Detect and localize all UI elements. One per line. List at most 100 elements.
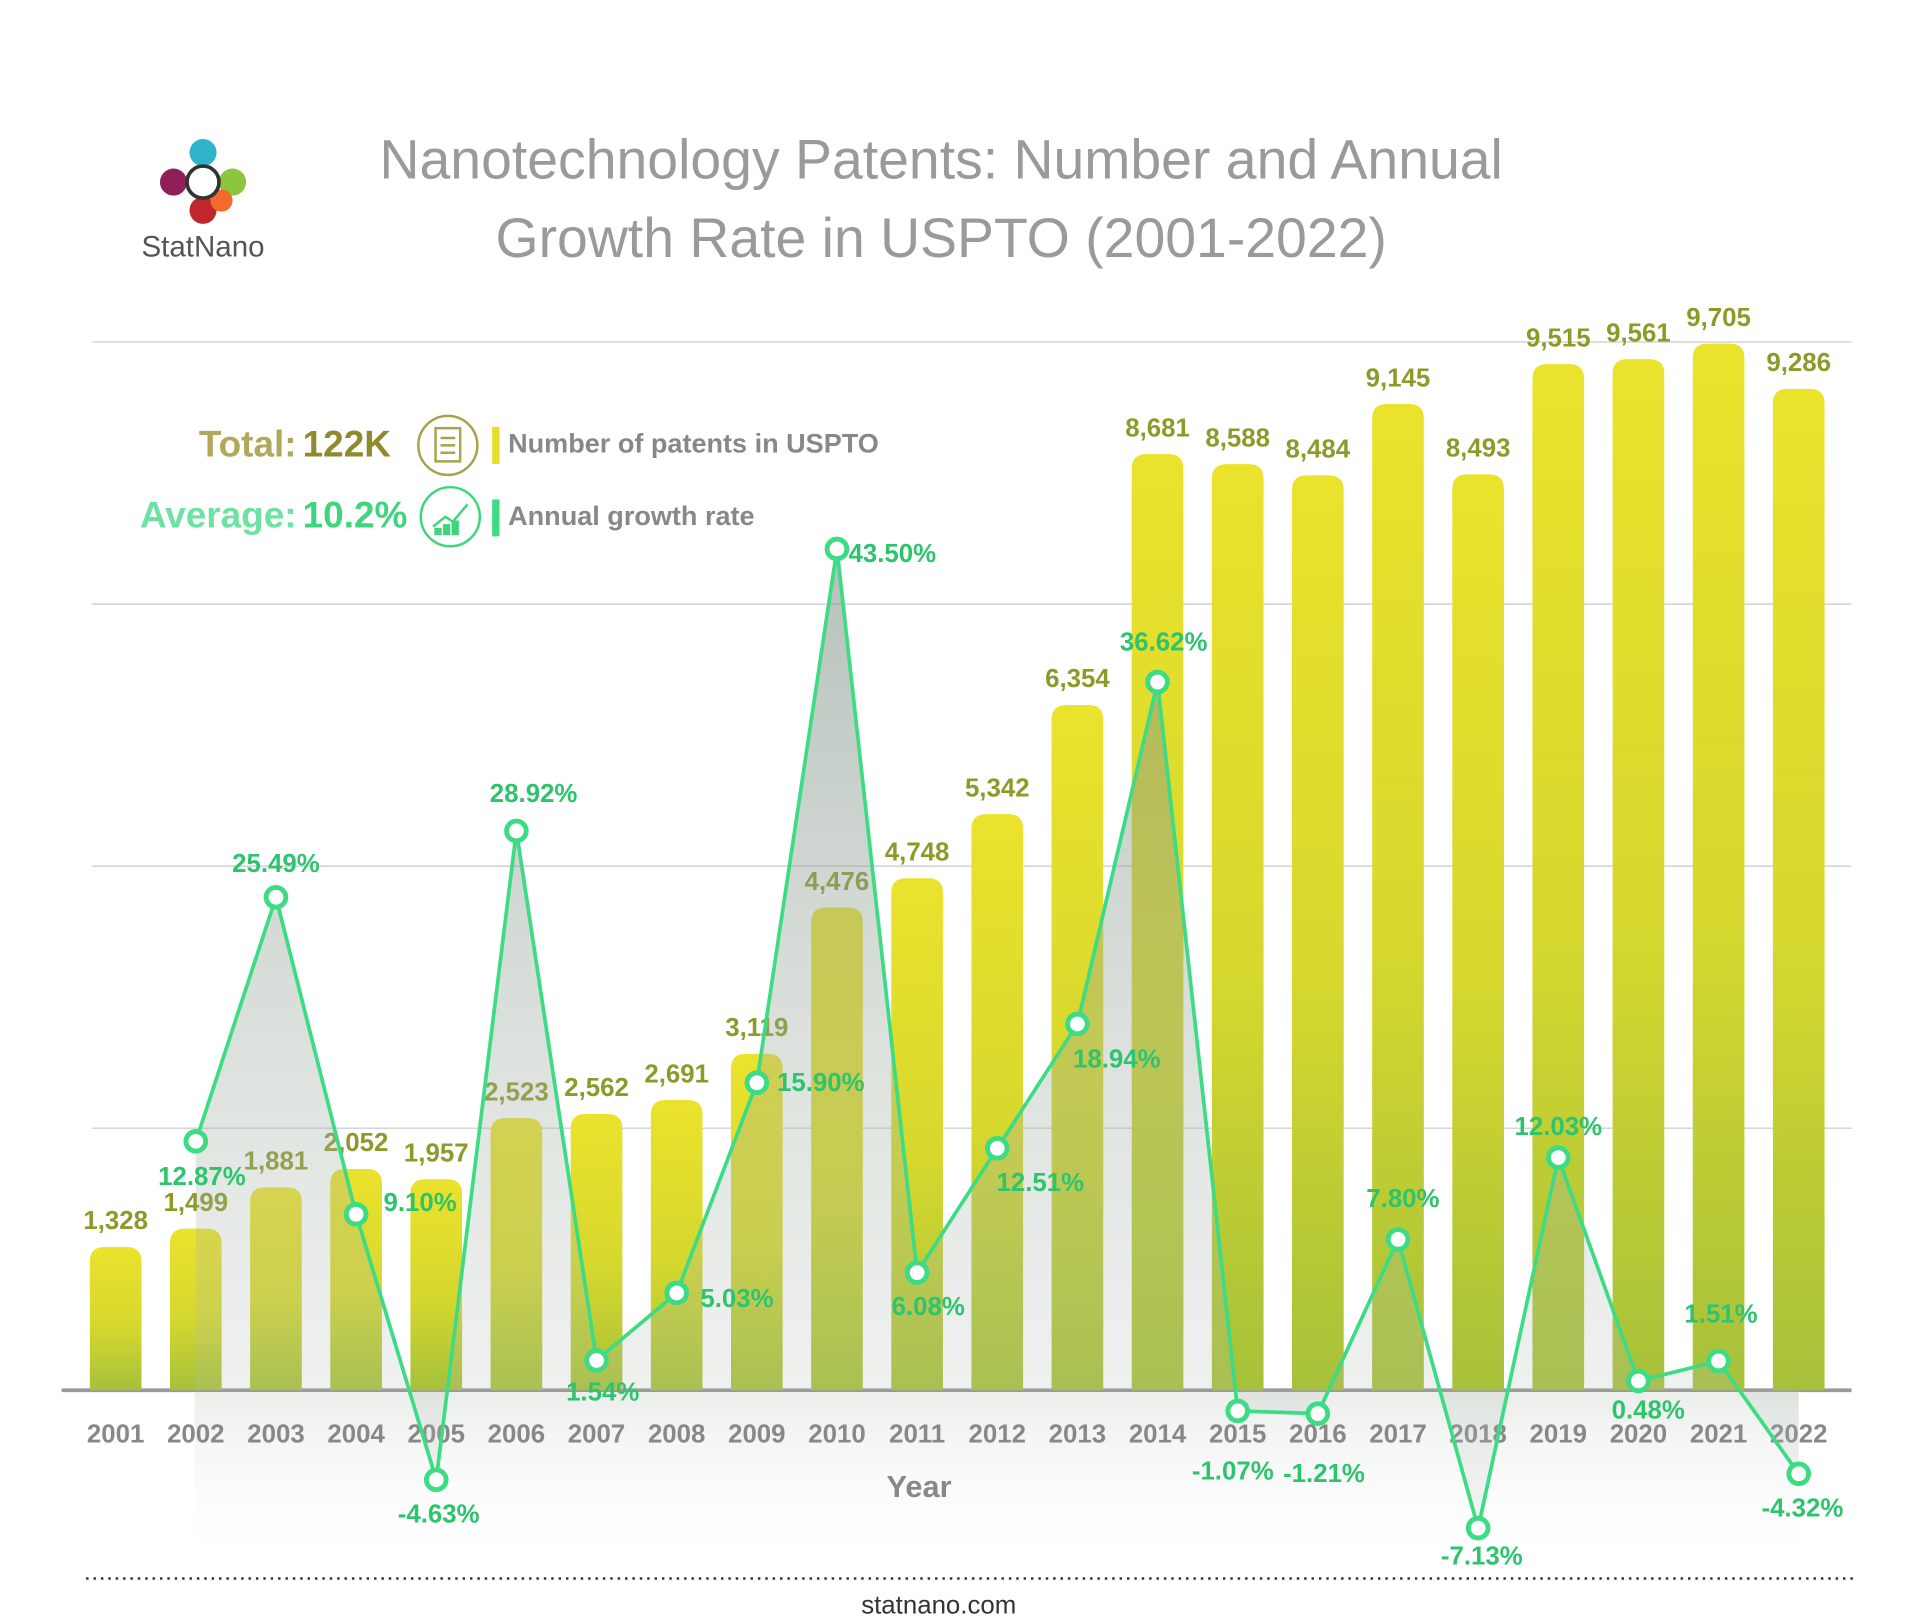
bar-value-label: 9,515: [1526, 324, 1591, 352]
growth-marker: [984, 1135, 1010, 1161]
growth-value-label: 9.10%: [383, 1189, 456, 1217]
chart-title: Nanotechnology Patents: Number and Annua…: [380, 128, 1503, 190]
average-label: Average:: [140, 495, 297, 536]
x-tick-label: 2015: [1209, 1421, 1266, 1449]
growth-value-label: 43.50%: [849, 540, 937, 568]
growth-value-label: 18.94%: [1073, 1046, 1161, 1074]
bar-value-label: 2,562: [564, 1074, 629, 1102]
x-tick-label: 2004: [327, 1421, 385, 1449]
x-tick-label: 2012: [969, 1421, 1026, 1449]
average-value: 10.2%: [303, 495, 408, 536]
x-tick-label: 2002: [167, 1421, 224, 1449]
total-value: 122K: [303, 423, 392, 464]
growth-marker: [1145, 669, 1170, 695]
x-tick-label: 2007: [568, 1421, 625, 1449]
chart-title: Growth Rate in USPTO (2001-2022): [496, 207, 1387, 269]
growth-marker: [263, 884, 289, 910]
x-tick-label: 2008: [648, 1421, 705, 1449]
bar-value-label: 9,286: [1766, 349, 1831, 377]
growth-marker: [504, 818, 529, 844]
x-tick-label: 2003: [247, 1421, 304, 1449]
floor-shade: [194, 1392, 1799, 1578]
growth-marker: [1545, 1145, 1571, 1170]
growth-value-label: -4.32%: [1761, 1494, 1843, 1522]
growth-marker: [343, 1201, 369, 1227]
growth-value-label: 5.03%: [700, 1285, 773, 1313]
bar: [1372, 404, 1424, 1391]
legend-label: Number of patents in USPTO: [508, 429, 879, 459]
bar: [1452, 474, 1504, 1391]
bar-value-label: 6,354: [1045, 665, 1110, 693]
bar-value-label: 8,588: [1205, 424, 1270, 452]
growth-value-label: 36.62%: [1120, 629, 1208, 657]
footer: statnano.com: [861, 1592, 1016, 1616]
growth-value-label: 0.48%: [1612, 1397, 1685, 1425]
total-label: Total:: [199, 423, 297, 464]
growth-marker: [904, 1260, 930, 1285]
bar: [89, 1247, 142, 1391]
growth-value-label: -1.21%: [1283, 1460, 1365, 1488]
growth-marker: [1465, 1515, 1491, 1541]
legend-swatch: [492, 426, 500, 464]
growth-value-label: 28.92%: [490, 780, 578, 808]
growth-value-label: 12.03%: [1514, 1113, 1602, 1141]
growth-value-label: 25.49%: [232, 850, 320, 878]
growth-value-label: 12.51%: [997, 1169, 1085, 1197]
growth-value-label: -1.07%: [1192, 1457, 1274, 1485]
growth-marker: [584, 1348, 609, 1373]
growth-marker: [1706, 1348, 1731, 1374]
growth-marker: [824, 536, 850, 562]
growth-marker: [423, 1467, 449, 1493]
x-tick-label: 2019: [1530, 1421, 1587, 1449]
growth-marker: [1385, 1227, 1411, 1252]
bar: [1692, 343, 1745, 1391]
x-tick-label: 2006: [488, 1421, 545, 1449]
growth-value-label: 1.51%: [1684, 1300, 1757, 1328]
bar: [1612, 359, 1665, 1391]
x-tick-label: 2021: [1690, 1421, 1747, 1449]
growth-icon: [419, 485, 482, 548]
growth-value-label: 6.08%: [892, 1293, 965, 1321]
x-tick-label: 2014: [1129, 1421, 1187, 1449]
x-tick-label: 2017: [1369, 1421, 1426, 1449]
growth-value-label: -7.13%: [1441, 1542, 1523, 1570]
bar-value-label: 4,748: [885, 838, 950, 866]
bar-value-label: 1,957: [404, 1139, 469, 1167]
growth-marker: [1786, 1461, 1812, 1487]
bar-value-label: 8,484: [1286, 436, 1351, 464]
bar-value-label: 9,561: [1606, 319, 1671, 347]
patent-icon: [417, 414, 479, 477]
bar-value-label: 2,691: [644, 1060, 709, 1088]
growth-value-label: 12.87%: [158, 1163, 246, 1191]
x-tick-label: 2010: [808, 1421, 865, 1449]
bar: [1532, 364, 1585, 1391]
x-tick-label: 2020: [1610, 1421, 1667, 1449]
growth-marker: [744, 1070, 770, 1096]
bar-value-label: 1,328: [83, 1207, 148, 1235]
growth-value-label: 7.80%: [1366, 1185, 1439, 1213]
x-axis-title: Year: [887, 1469, 952, 1504]
x-tick-label: 2013: [1049, 1421, 1106, 1449]
bar-value-label: 5,342: [965, 774, 1030, 802]
legend-label: Annual growth rate: [508, 501, 754, 531]
legend-swatch: [492, 499, 500, 537]
growth-marker: [664, 1280, 689, 1306]
bar-value-label: 9,145: [1366, 364, 1431, 392]
growth-value-label: 1.54%: [566, 1379, 639, 1407]
growth-value-label: -4.63%: [398, 1500, 480, 1528]
bar: [1292, 475, 1344, 1391]
growth-marker: [1626, 1368, 1651, 1394]
bar-value-label: 9,705: [1686, 304, 1751, 332]
bar: [1211, 464, 1264, 1391]
bar: [1772, 388, 1825, 1391]
growth-marker: [1305, 1401, 1331, 1426]
growth-value-label: 15.90%: [777, 1069, 865, 1097]
bar-value-label: 8,493: [1446, 435, 1511, 463]
bar-value-label: 8,681: [1125, 414, 1190, 442]
brand: StatNano: [141, 230, 264, 263]
growth-area: [195, 548, 1799, 1529]
growth-marker: [1065, 1011, 1090, 1037]
logo: [159, 139, 247, 224]
x-tick-label: 2001: [87, 1421, 144, 1449]
